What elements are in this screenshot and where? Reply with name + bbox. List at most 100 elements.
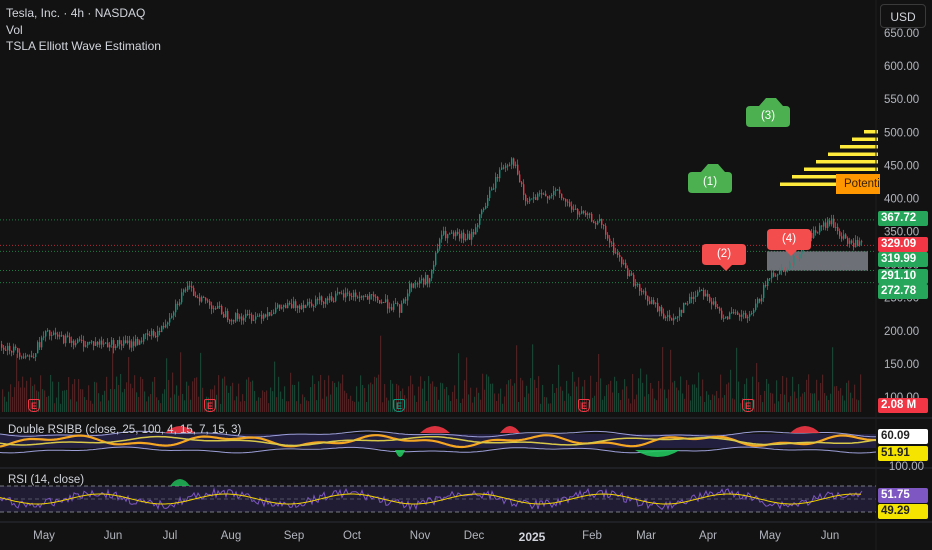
volume-bar xyxy=(460,402,462,412)
wave-label: (4) xyxy=(781,233,797,245)
volume-bar xyxy=(318,381,320,412)
volume-bar xyxy=(696,387,698,412)
candle-body xyxy=(171,315,173,318)
candle-body xyxy=(585,213,587,216)
volume-bar xyxy=(448,395,450,412)
elliott-wave-indicator-label[interactable]: TSLA Elliott Wave Estimation xyxy=(6,39,161,53)
volume-bar xyxy=(694,384,696,412)
volume-bar xyxy=(798,384,800,412)
volume-bar xyxy=(800,396,802,412)
candle-body xyxy=(619,254,621,258)
volume-bar xyxy=(764,390,766,412)
volume-bar xyxy=(508,380,510,412)
candle-body xyxy=(655,302,657,304)
candle-body xyxy=(255,316,257,320)
candle-body xyxy=(605,225,607,235)
volume-bar xyxy=(670,349,672,412)
candle-body xyxy=(717,306,719,309)
candle-body xyxy=(529,198,531,202)
volume-bar xyxy=(134,375,136,412)
volume-bar xyxy=(112,345,114,412)
volume-bar xyxy=(716,391,718,412)
candle-body xyxy=(639,283,641,292)
candle-body xyxy=(749,313,751,317)
currency-button[interactable]: USD xyxy=(880,4,926,28)
volume-bar xyxy=(262,390,264,412)
volume-bar xyxy=(24,387,26,412)
wave-label: (3) xyxy=(760,110,776,122)
candle-body xyxy=(95,342,97,346)
candle-body xyxy=(771,272,773,279)
double-rsibb-title[interactable]: Double RSIBB (close, 25, 100, 4, 15, 7, … xyxy=(8,424,242,436)
volume-bar xyxy=(504,396,506,412)
earnings-marker[interactable]: E xyxy=(204,399,216,412)
volume-bar xyxy=(484,389,486,412)
volume-bar xyxy=(572,371,574,412)
earnings-marker[interactable]: E xyxy=(742,399,754,412)
candle-body xyxy=(69,336,71,343)
volume-bar xyxy=(26,380,28,412)
price-pill: 291.10 xyxy=(878,269,928,284)
volume-bar xyxy=(576,386,578,412)
volume-bar xyxy=(250,381,252,412)
candle-body xyxy=(271,313,273,316)
volume-bar xyxy=(832,347,834,412)
volume-bar xyxy=(728,382,730,412)
candle-body xyxy=(491,188,493,191)
earnings-marker[interactable]: E xyxy=(28,399,40,412)
volume-bar xyxy=(368,384,370,412)
candle-body xyxy=(461,232,463,239)
candle-body xyxy=(569,202,571,207)
candle-body xyxy=(333,300,335,302)
candle-body xyxy=(407,293,409,301)
projection-stripe xyxy=(828,152,878,156)
candle-body xyxy=(857,239,859,246)
volume-bar xyxy=(266,390,268,412)
volume-bar xyxy=(518,401,520,412)
candle-body xyxy=(797,257,799,259)
candle-body xyxy=(61,335,63,337)
candle-body xyxy=(719,308,721,311)
volume-bar xyxy=(340,383,342,412)
candle-body xyxy=(377,296,379,301)
volume-bar xyxy=(110,389,112,412)
candle-body xyxy=(53,332,55,335)
volume-bar xyxy=(814,393,816,412)
volume-bar xyxy=(44,390,46,412)
volume-bar xyxy=(354,401,356,412)
volume-bar xyxy=(238,383,240,412)
candle-body xyxy=(339,292,341,294)
candle-body xyxy=(523,184,525,195)
volume-bar xyxy=(432,381,434,412)
candle-body xyxy=(687,303,689,305)
candle-body xyxy=(195,295,197,298)
candle-body xyxy=(703,290,705,297)
potential-projection-stripes xyxy=(780,130,878,186)
candle-body xyxy=(63,335,65,344)
volume-bar xyxy=(20,387,22,412)
candle-body xyxy=(323,301,325,304)
candle-body xyxy=(257,315,259,317)
candle-body xyxy=(653,299,655,304)
volume-bar xyxy=(398,385,400,412)
volume-bar xyxy=(376,377,378,412)
rsi-title[interactable]: RSI (14, close) xyxy=(8,474,85,486)
volume-bar xyxy=(490,383,492,412)
candle-body xyxy=(535,197,537,200)
candle-body xyxy=(549,196,551,199)
candle-body xyxy=(861,241,863,243)
volume-bar xyxy=(648,394,650,412)
volume-indicator-label[interactable]: Vol xyxy=(6,23,23,37)
candle-body xyxy=(115,346,117,349)
volume-bar xyxy=(454,385,456,412)
candle-body xyxy=(453,232,455,237)
volume-bar xyxy=(632,374,634,412)
earnings-marker[interactable]: E xyxy=(578,399,590,412)
candle-body xyxy=(699,290,701,292)
volume-bar xyxy=(762,402,764,412)
volume-bar xyxy=(558,364,560,412)
price-axis-tick: 600.00 xyxy=(884,61,919,73)
volume-bar xyxy=(132,388,134,412)
earnings-marker[interactable]: E xyxy=(393,399,405,412)
